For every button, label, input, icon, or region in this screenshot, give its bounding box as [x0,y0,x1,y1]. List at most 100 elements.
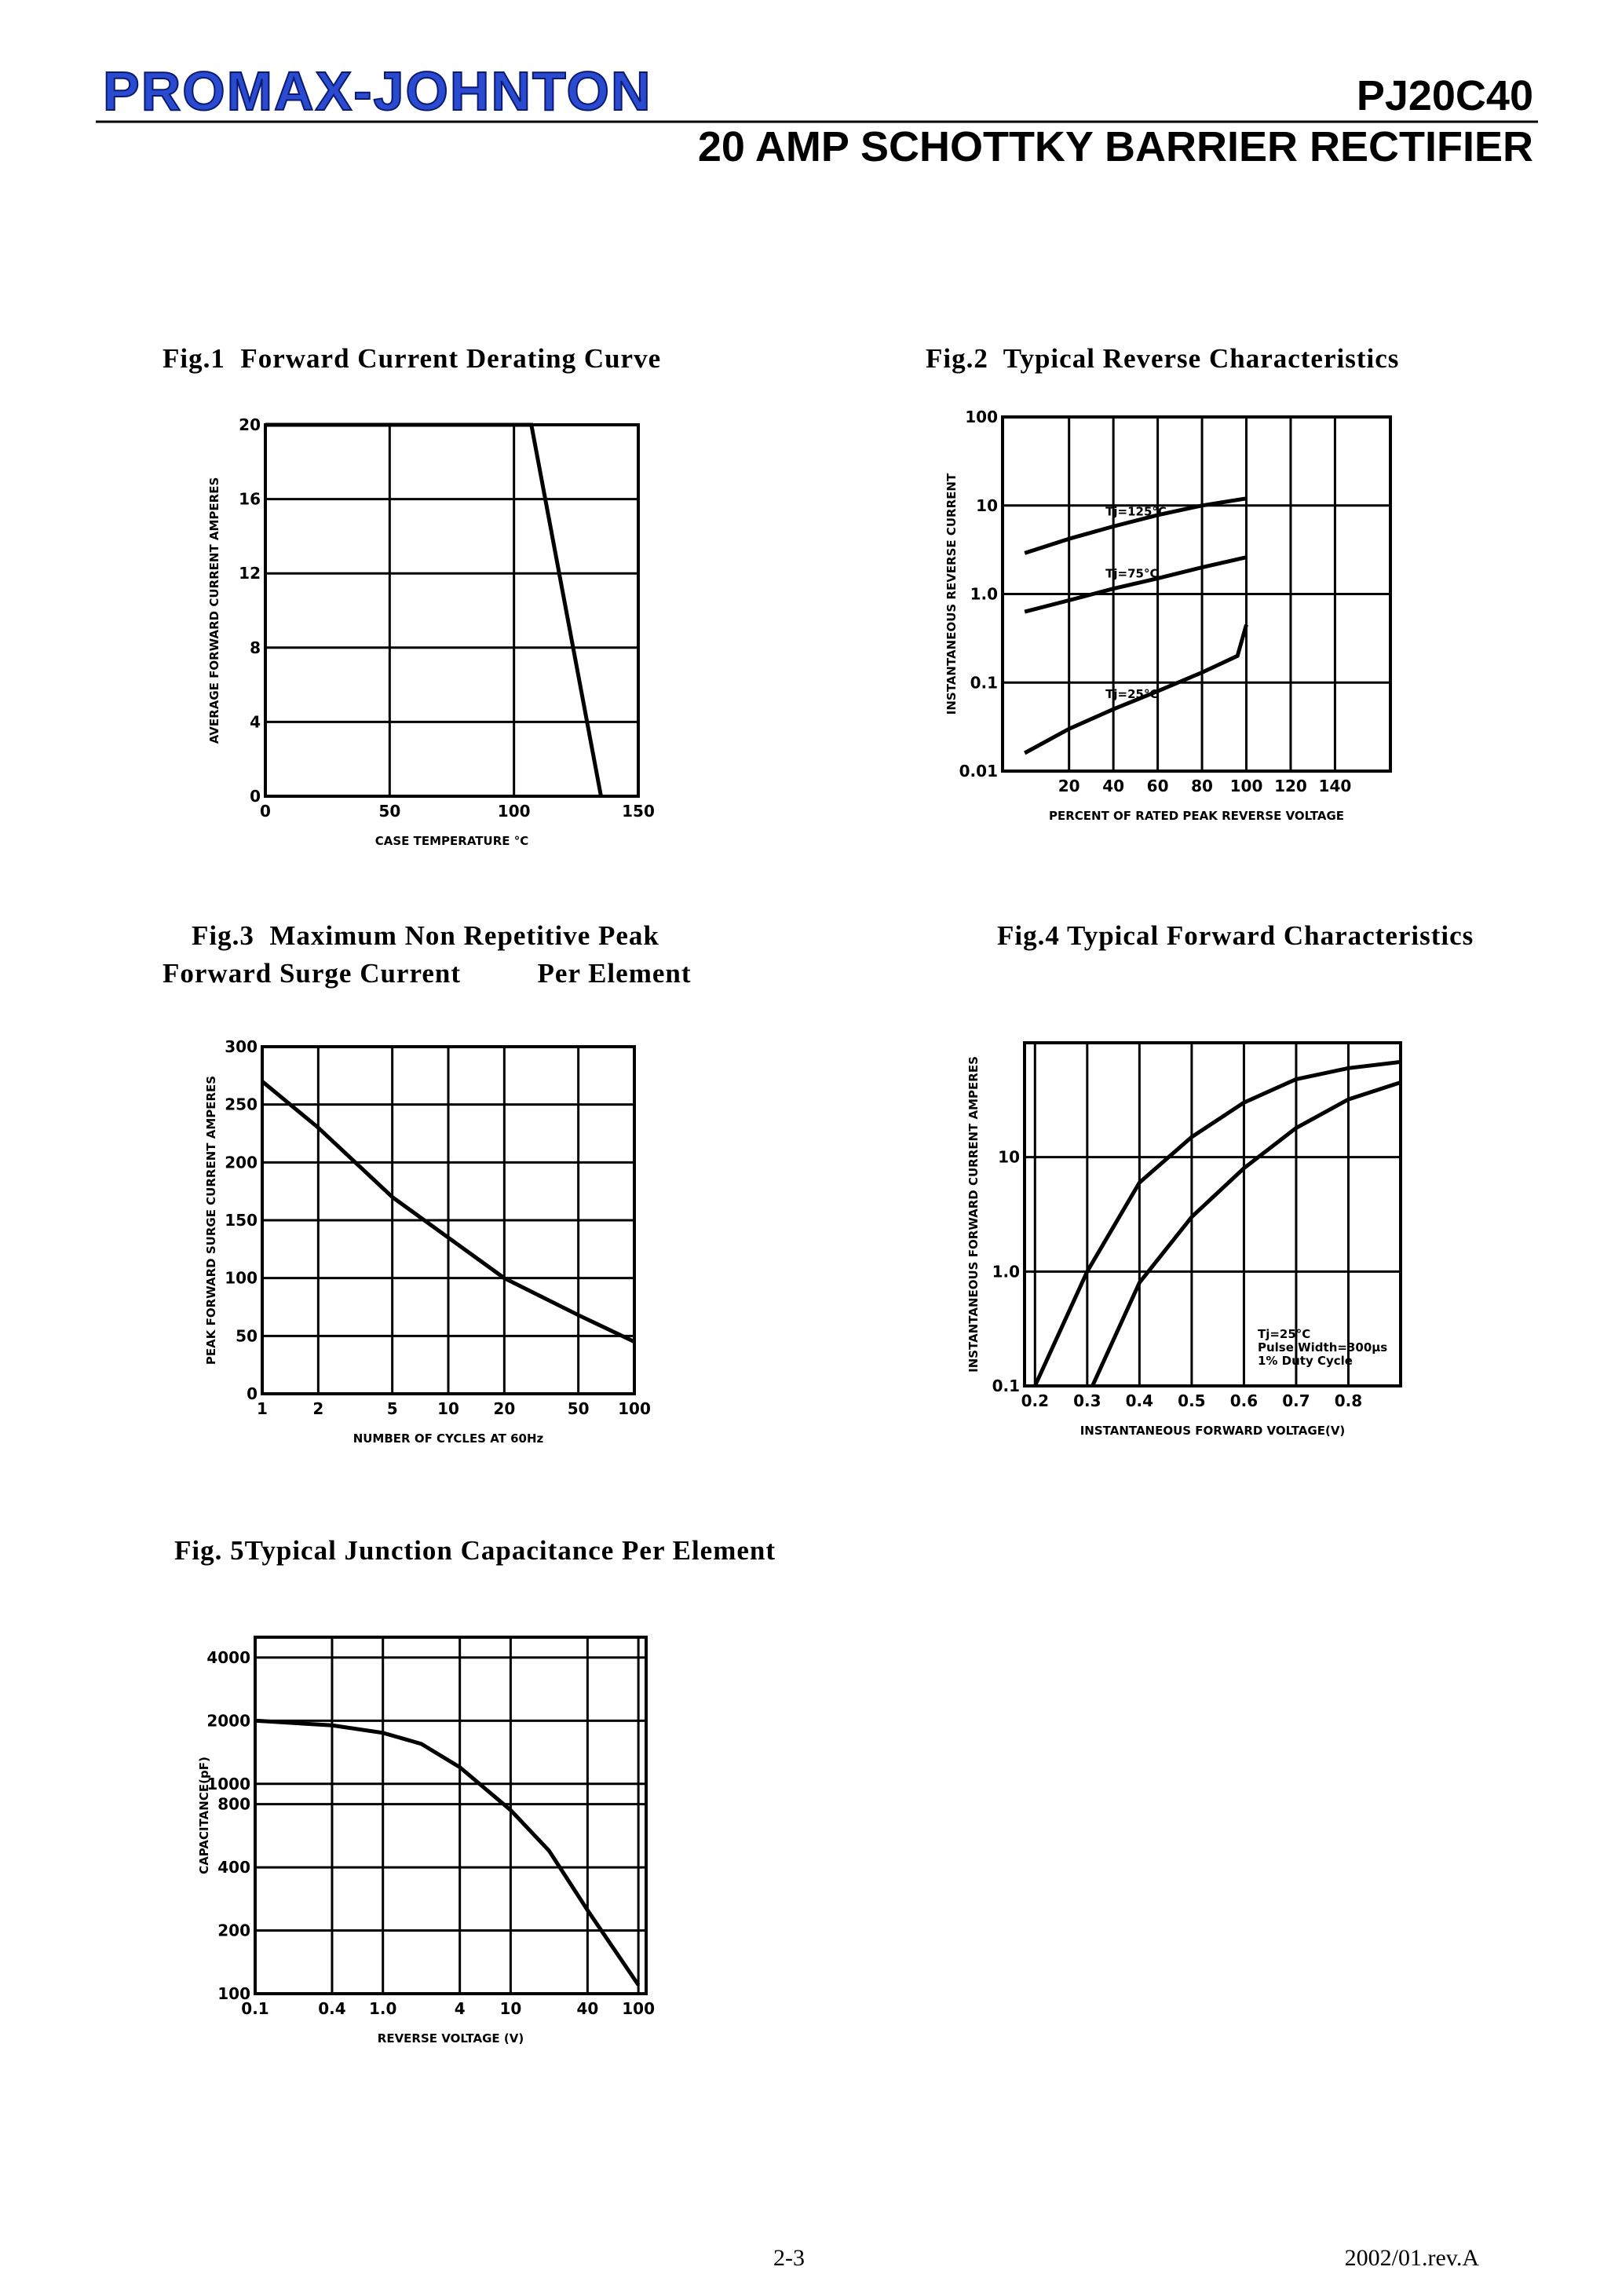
y-tick-label: 100 [217,1984,250,2003]
x-tick-label: 100 [498,802,531,821]
figure-caption: Fig.4 Typical Forward Characteristics [997,920,1474,951]
y-tick-label: 400 [217,1858,250,1877]
x-tick-label: 50 [378,802,400,821]
plot-frame [1023,1041,1402,1387]
data-line [1024,496,1247,555]
series-label: Tj=125°C [1105,504,1167,518]
data-line [265,422,603,797]
y-tick-label: 1.0 [992,1262,1020,1281]
logo: PROMAX-JOHNTON [103,60,652,122]
y-tick-label: 300 [225,1037,258,1056]
annotation: Pulse Width=300μs [1258,1340,1387,1355]
x-tick-label: 40 [576,1999,598,2018]
x-tick-label: 0.5 [1178,1391,1205,1410]
x-tick-label: 0.4 [1126,1391,1153,1410]
data-line [254,1718,641,1987]
y-tick-label: 12 [239,564,261,583]
page-number: 2-3 [773,2245,805,2271]
y-tick-label: 250 [225,1095,258,1114]
x-tick-label: 2 [312,1399,323,1418]
x-axis-label: CASE TEMPERATURE °C [375,834,528,848]
x-tick-label: 1.0 [369,1999,396,2018]
y-tick-label: 0.1 [970,673,998,692]
data-line [1090,1080,1401,1387]
annotation: 1% Duty Cycle [1258,1354,1353,1368]
doc-title: 20 AMP SCHOTTKY BARRIER RECTIFIER [698,123,1533,170]
y-tick-label: 0 [250,787,261,806]
x-tick-label: 0.1 [241,1999,269,2018]
plot-frame [254,1636,648,1995]
y-tick-label: 1000 [206,1775,250,1793]
y-tick-label: 10 [976,496,998,515]
x-tick-label: 0 [260,802,271,821]
y-tick-label: 1.0 [970,585,998,604]
x-tick-label: 0.3 [1073,1391,1101,1410]
y-tick-label: 200 [217,1921,250,1940]
figure-caption: Fig.2 Typical Reverse Characteristics [926,343,1399,374]
x-axis-label: INSTANTANEOUS FORWARD VOLTAGE(V) [1080,1424,1346,1438]
x-tick-label: 100 [618,1399,651,1418]
plot-frame [261,1045,636,1395]
data-line [1024,623,1248,755]
x-tick-label: 1 [257,1399,268,1418]
plot-frame [264,423,640,798]
x-tick-label: 60 [1147,777,1169,795]
x-tick-label: 0.8 [1335,1391,1362,1410]
y-tick-label: 4000 [206,1648,250,1667]
y-tick-label: 20 [239,415,261,434]
x-tick-label: 10 [499,1999,521,2018]
y-tick-label: 0.01 [959,762,998,781]
x-tick-label: 0.2 [1021,1391,1049,1410]
x-tick-label: 20 [1058,777,1080,795]
y-tick-label: 100 [225,1269,258,1288]
y-tick-label: 4 [250,712,261,731]
series-label: Tj=75°C [1105,567,1158,581]
x-tick-label: 100 [1230,777,1263,795]
x-axis-label: PERCENT OF RATED PEAK REVERSE VOLTAGE [1049,809,1344,823]
y-axis-label: INSTANTANEOUS FORWARD CURRENT AMPERES [966,1056,981,1373]
y-tick-label: 0.1 [992,1377,1020,1395]
y-axis-label: PEAK FORWARD SURGE CURRENT AMPERES [204,1076,218,1365]
y-tick-label: 100 [965,408,998,426]
x-axis-label: REVERSE VOLTAGE (V) [378,2031,524,2046]
figure-caption: Forward Surge Current Per Element [163,958,692,989]
y-axis-label: INSTANTANEOUS REVERSE CURRENT [944,473,959,715]
x-tick-label: 0.6 [1230,1391,1258,1410]
y-tick-label: 150 [225,1211,258,1230]
y-axis-label: AVERAGE FORWARD CURRENT AMPERES [207,477,221,744]
y-tick-label: 0 [247,1384,258,1403]
x-tick-label: 10 [437,1399,459,1418]
x-tick-label: 100 [622,1999,655,2018]
annotation: Tj=25°C [1258,1327,1310,1341]
x-tick-label: 5 [387,1399,398,1418]
revision: 2002/01.rev.A [1345,2245,1480,2271]
x-tick-label: 0.7 [1282,1391,1310,1410]
figure-caption: Fig.1 Forward Current Derating Curve [163,343,661,374]
y-tick-label: 10 [998,1148,1020,1167]
x-tick-label: 80 [1191,777,1213,795]
part-number: PJ20C40 [1357,72,1533,119]
y-tick-label: 8 [250,638,261,657]
y-tick-label: 50 [236,1326,258,1345]
figure-caption: Fig. 5Typical Junction Capacitance Per E… [174,1535,776,1566]
data-line [1033,1059,1401,1387]
data-line [1024,555,1248,614]
x-tick-label: 0.4 [318,1999,345,2018]
y-tick-label: 200 [225,1153,258,1172]
y-tick-label: 16 [239,490,261,509]
figure-caption: Fig.3 Maximum Non Repetitive Peak [192,920,659,951]
x-tick-label: 4 [455,1999,466,2018]
y-tick-label: 2000 [206,1711,250,1730]
plot-frame [1001,415,1392,773]
x-tick-label: 120 [1274,777,1307,795]
x-axis-label: NUMBER OF CYCLES AT 60Hz [353,1431,544,1446]
series-label: Tj=25°C [1105,687,1158,701]
data-line [261,1080,636,1344]
y-tick-label: 800 [217,1795,250,1814]
x-tick-label: 150 [622,802,655,821]
x-tick-label: 40 [1102,777,1124,795]
x-tick-label: 50 [568,1399,590,1418]
y-axis-label: CAPACITANCE(pF) [197,1757,211,1874]
